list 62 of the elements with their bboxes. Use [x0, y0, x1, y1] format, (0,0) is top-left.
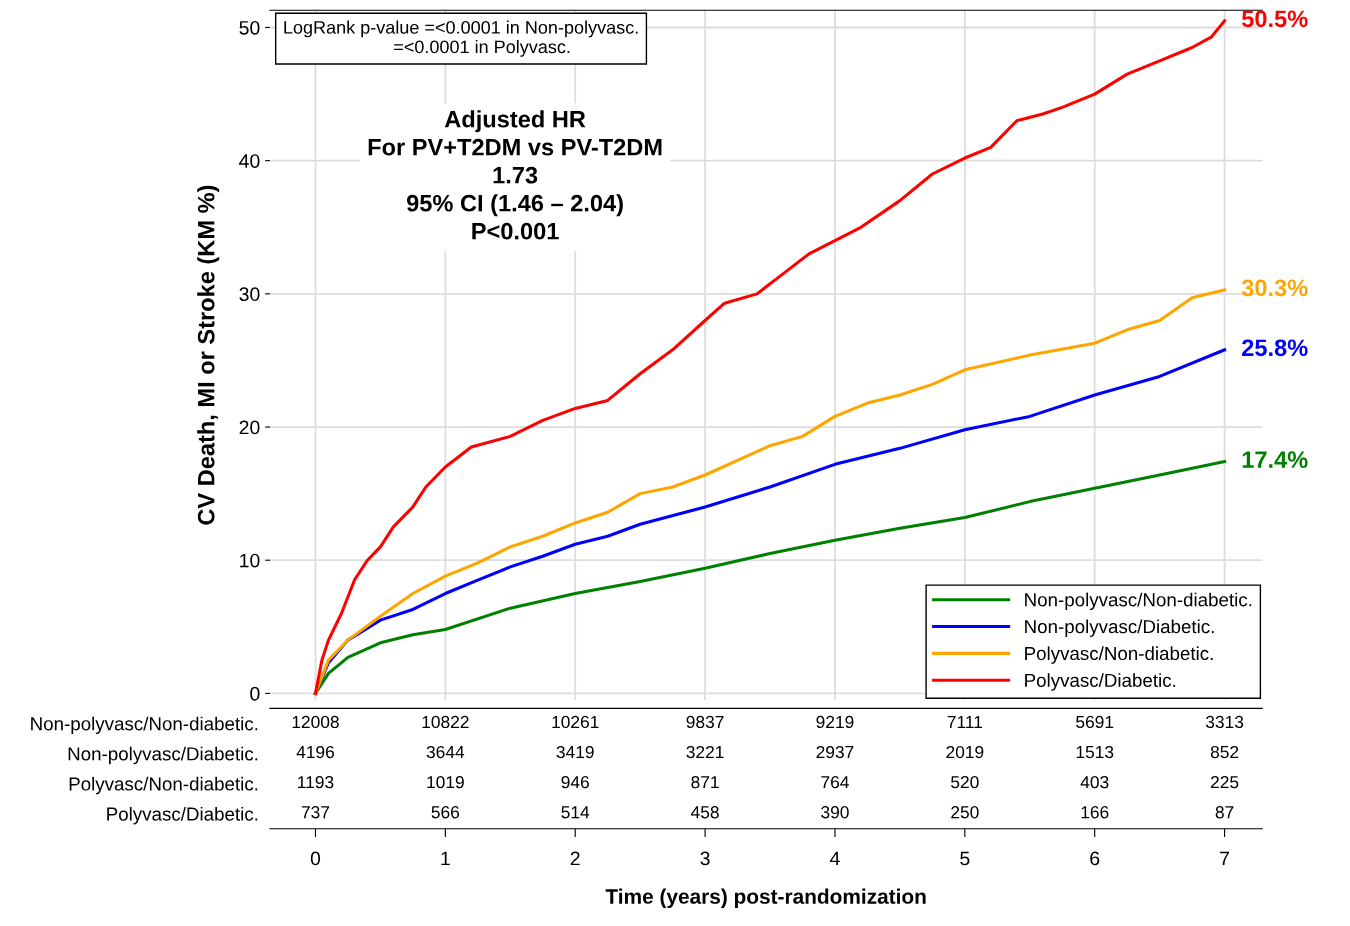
- y-tick-label: 10: [240, 553, 260, 568]
- data-label: 390: [821, 806, 849, 819]
- y-tick-label: 0: [250, 686, 260, 701]
- data-label: 1019: [427, 775, 464, 789]
- x-tick-label: 3: [700, 851, 710, 866]
- x-tick-label: 1: [441, 851, 450, 866]
- data-label: 737: [301, 806, 330, 819]
- annotation: 25.8%: [1242, 339, 1308, 357]
- data-label: 3313: [1205, 715, 1244, 729]
- y-tick-label: 20: [239, 420, 260, 435]
- x-tick-label: 7: [1220, 851, 1230, 866]
- data-label: 871: [691, 775, 719, 789]
- annotation: Adjusted HR For PV+T2DM vs PV-T2DM 1.73 95% CI (1.46 – 2.04) P<0.001: [368, 110, 662, 240]
- data-label: 9837: [686, 715, 724, 729]
- data-label: 764: [821, 775, 849, 789]
- data-label: 12008: [292, 715, 339, 729]
- data-label: 852: [1210, 745, 1239, 759]
- y-tick-label: 50: [239, 20, 260, 35]
- data-label: 3221: [686, 745, 724, 759]
- data-label: 566: [431, 806, 460, 819]
- data-label: 946: [561, 775, 589, 789]
- data-label: 3419: [556, 745, 594, 759]
- y-tick-label: Polyvasc/Diabetic.: [107, 806, 258, 825]
- x-axis-title: Time (years) post-randomization: [605, 888, 926, 908]
- annotation: LogRank p-value =<0.0001 in Non-polyvasc. =<0.0001 in Polyvasc.: [284, 20, 638, 57]
- y-tick-label: Non-polyvasc/Diabetic.: [68, 746, 258, 765]
- data-label: 1513: [1076, 745, 1114, 759]
- data-label: 250: [951, 806, 979, 819]
- y-tick-label: Polyvasc/Non-diabetic.: [69, 776, 258, 795]
- data-label: 2019: [946, 745, 984, 759]
- data-label: 4196: [296, 745, 335, 759]
- legend-label: Non-polyvasc/Non-diabetic.: [1025, 592, 1252, 611]
- x-tick-label: 2: [570, 851, 580, 866]
- x-tick-label: 0: [310, 851, 321, 866]
- data-label: 520: [951, 775, 979, 789]
- data-label: 9219: [816, 715, 854, 729]
- data-label: 403: [1080, 775, 1109, 789]
- data-label: 87: [1215, 806, 1234, 819]
- x-tick-label: 6: [1090, 851, 1100, 866]
- data-label: 166: [1081, 806, 1109, 819]
- annotation: 30.3%: [1241, 279, 1308, 297]
- y-tick-label: 30: [239, 287, 260, 302]
- data-label: 10261: [552, 715, 599, 729]
- data-label: 225: [1210, 775, 1239, 789]
- data-label: 7111: [947, 715, 983, 728]
- data-label: 5691: [1076, 715, 1114, 729]
- y-tick-label: 40: [239, 154, 260, 168]
- data-label: 1193: [298, 775, 334, 789]
- x-tick-label: 4: [830, 851, 840, 866]
- data-label: 458: [691, 806, 719, 819]
- legend-label: Polyvasc/Non-diabetic.: [1025, 646, 1213, 664]
- legend-label: Non-polyvasc/Diabetic.: [1025, 619, 1214, 637]
- y-tick-label: Non-polyvasc/Non-diabetic.: [31, 716, 258, 735]
- data-label: 514: [561, 806, 590, 819]
- annotation: 50.5%: [1241, 10, 1308, 28]
- annotation: 17.4%: [1242, 451, 1308, 468]
- data-label: 3644: [426, 745, 465, 759]
- y-axis-title: CV Death, MI or Stroke (KM %): [197, 185, 220, 525]
- data-label: 2937: [816, 745, 854, 759]
- x-tick-label: 5: [960, 851, 970, 866]
- legend-label: Polyvasc/Diabetic.: [1025, 673, 1176, 691]
- data-label: 10822: [422, 715, 469, 729]
